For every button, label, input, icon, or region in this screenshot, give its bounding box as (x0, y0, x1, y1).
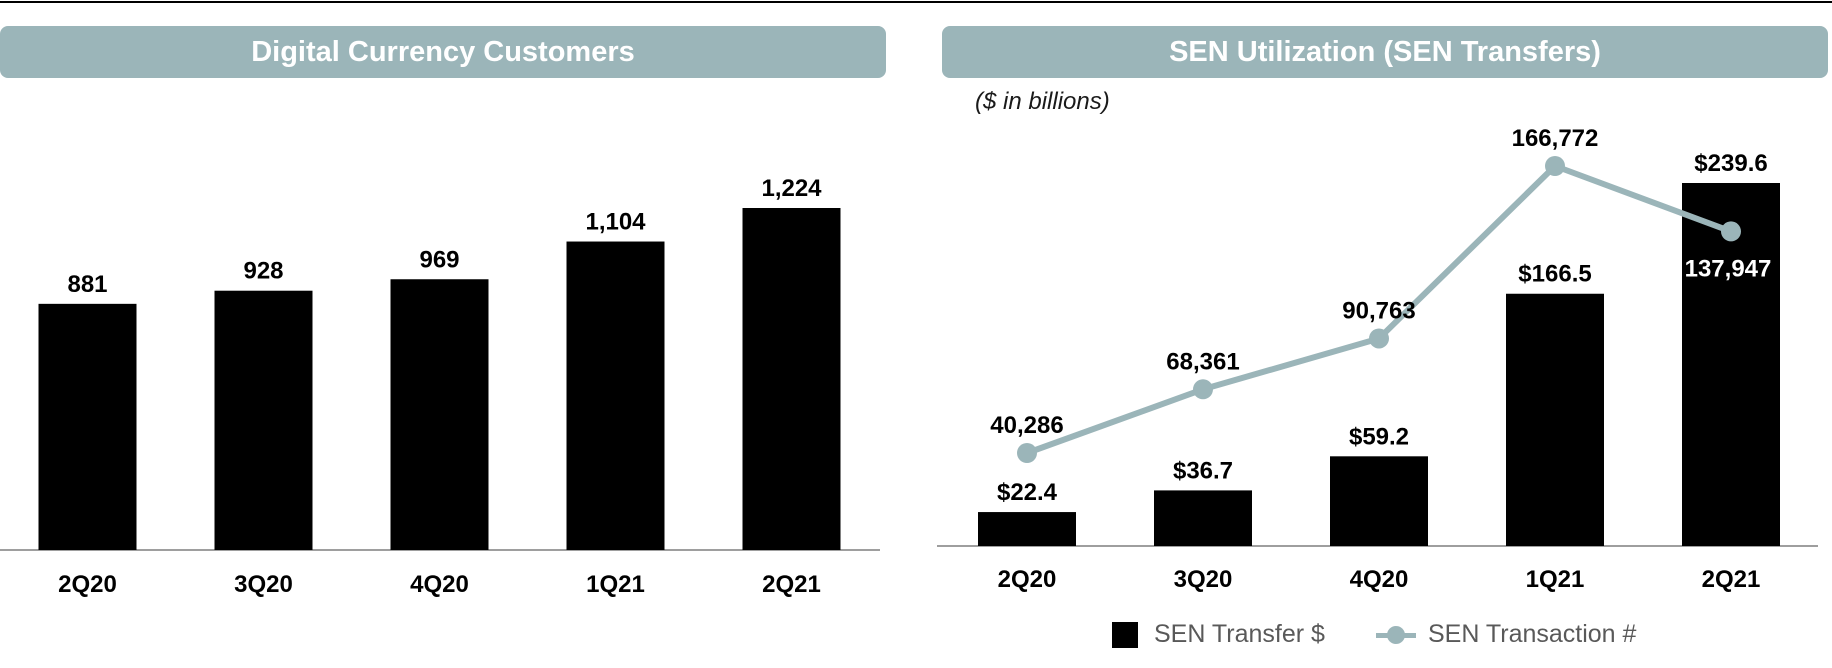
sen-transaction-value-label: 68,361 (1166, 348, 1239, 375)
sen-transaction-marker (1545, 156, 1565, 176)
legend-bar-label: SEN Transfer $ (1154, 620, 1325, 648)
right-bar-value-label: $239.6 (1694, 150, 1767, 177)
left-bar-value-label: 1,104 (585, 209, 646, 236)
left-bar (390, 279, 489, 550)
left-bar (566, 241, 665, 550)
sen-transaction-value-label: 137,947 (1685, 255, 1772, 282)
legend-line-label: SEN Transaction # (1428, 620, 1637, 648)
legend-bar-item: SEN Transfer $ (1112, 620, 1325, 649)
sen-transaction-marker (1193, 379, 1213, 400)
right-panel-title: SEN Utilization (SEN Transfers) (942, 26, 1828, 78)
left-panel-title: Digital Currency Customers (0, 26, 886, 78)
right-bar (1330, 456, 1428, 546)
right-bar-value-label: $22.4 (997, 479, 1058, 506)
right-x-tick-label: 1Q21 (1526, 566, 1585, 593)
legend-line-swatch (1376, 622, 1416, 648)
left-x-tick-label: 2Q21 (762, 571, 821, 598)
left-bar (742, 208, 841, 550)
sen-transaction-value-label: 166,772 (1512, 125, 1599, 152)
legend-line-item: SEN Transaction # (1376, 620, 1636, 649)
sen-transaction-marker (1369, 328, 1389, 349)
right-bar (1154, 490, 1252, 546)
left-x-tick-label: 2Q20 (58, 571, 117, 598)
right-x-tick-label: 4Q20 (1350, 566, 1409, 593)
right-bar (978, 512, 1076, 546)
right-x-tick-label: 2Q21 (1702, 566, 1761, 593)
sen-transaction-value-label: 40,286 (990, 412, 1063, 439)
right-bar (1682, 183, 1780, 546)
left-x-tick-label: 1Q21 (586, 571, 645, 598)
left-bar-value-label: 969 (419, 246, 459, 273)
left-bar-value-label: 928 (243, 258, 283, 285)
top-divider (0, 1, 1832, 3)
right-bar-value-label: $36.7 (1173, 457, 1233, 484)
left-x-tick-label: 4Q20 (410, 571, 469, 598)
sen-transaction-value-label: 90,763 (1342, 297, 1415, 324)
right-x-tick-label: 2Q20 (998, 566, 1057, 593)
right-bar-value-label: $166.5 (1518, 261, 1591, 288)
left-bar-value-label: 881 (67, 271, 107, 298)
sen-transaction-marker (1721, 221, 1741, 242)
left-bar-value-label: 1,224 (761, 175, 822, 202)
right-panel-subtitle: ($ in billions) (975, 88, 1110, 115)
right-x-tick-label: 3Q20 (1174, 566, 1233, 593)
right-bar (1506, 293, 1604, 546)
sen-transaction-marker (1017, 443, 1037, 463)
legend-line-marker (1387, 625, 1405, 644)
right-bar-value-label: $59.2 (1349, 423, 1409, 450)
left-x-tick-label: 3Q20 (234, 571, 293, 598)
left-bar (38, 303, 137, 550)
legend-bar-swatch (1112, 621, 1138, 648)
left-bar (214, 290, 313, 550)
